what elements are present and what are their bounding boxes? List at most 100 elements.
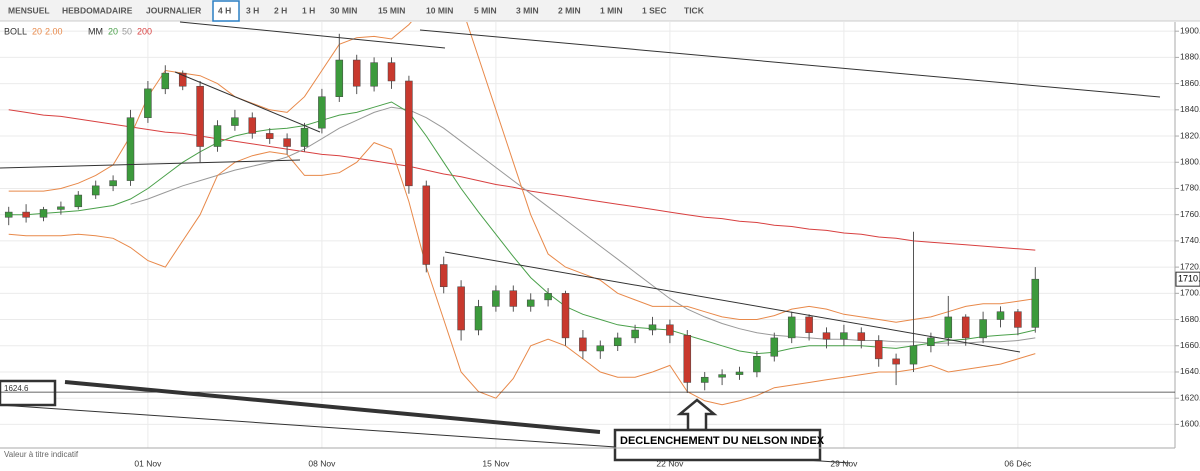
candle-body <box>126 117 135 181</box>
toolbar-button[interactable]: 1 SEC <box>642 5 667 15</box>
toolbar-button[interactable]: 30 MIN <box>330 5 357 15</box>
candle-body <box>474 306 483 331</box>
legend-param: 200 <box>137 26 152 36</box>
indicator-line <box>8 142 1036 406</box>
candles <box>4 33 1040 393</box>
toolbar-button[interactable]: 4 H <box>218 5 231 15</box>
candle-body <box>387 62 396 82</box>
toolbar-button[interactable]: 10 MIN <box>426 5 453 15</box>
toolbar <box>0 0 1200 21</box>
indicator-line <box>8 109 1036 251</box>
candle-body <box>109 180 117 187</box>
candle-body <box>666 324 674 336</box>
legend-param: 2.00 <box>45 26 63 36</box>
level-box <box>0 379 57 407</box>
candle-body <box>144 88 152 118</box>
candle-body <box>300 127 309 147</box>
candle-body <box>526 299 535 307</box>
toolbar-button[interactable]: 2 H <box>274 5 287 15</box>
candle-body <box>822 332 831 340</box>
y-tick-label: 1600.0 <box>1180 419 1200 429</box>
candle-body <box>74 194 83 208</box>
candle-body <box>91 185 100 196</box>
candle-body <box>231 117 239 126</box>
y-tick-label: 1720.0 <box>1180 261 1200 271</box>
trend-lines <box>0 21 1161 464</box>
candle-body <box>422 185 431 265</box>
candle-body <box>265 133 274 139</box>
candle-body <box>787 316 796 339</box>
x-tick-label: 06 Déc <box>1004 458 1032 468</box>
arrow <box>676 398 718 432</box>
last-price: 1710.8 <box>1178 274 1200 284</box>
candle-body <box>700 376 709 383</box>
toolbar-button[interactable]: JOURNALIER <box>146 5 201 15</box>
y-tick-label: 1760.0 <box>1180 209 1200 219</box>
candle-body <box>753 355 761 373</box>
candle-body <box>996 311 1005 320</box>
candle-body <box>561 293 570 339</box>
legend-mm: MM <box>88 26 103 36</box>
candle-body <box>335 59 344 97</box>
y-tick-label: 1680.0 <box>1180 314 1200 324</box>
indicator-line <box>130 106 1036 344</box>
candle-body <box>683 335 692 383</box>
indicators <box>8 22 1036 406</box>
y-tick-label: 1880.0 <box>1180 52 1200 62</box>
candle-body <box>718 374 726 378</box>
toolbar-button[interactable]: MENSUEL <box>8 5 50 15</box>
toolbar-button[interactable]: 2 MIN <box>558 5 581 15</box>
x-tick-label: 08 Nov <box>308 458 336 468</box>
candle-body <box>805 316 813 333</box>
candle-body <box>283 138 291 147</box>
candle-body <box>735 371 744 375</box>
y-tick-label: 1740.0 <box>1180 235 1200 245</box>
indicator-line <box>8 101 1036 355</box>
y-tick-label: 1820.0 <box>1180 130 1200 140</box>
candle-body <box>961 316 970 339</box>
level-label: 1624.6 <box>4 384 29 393</box>
active-button[interactable] <box>212 0 240 22</box>
y-tick-label: 1860.0 <box>1180 78 1200 88</box>
toolbar-button[interactable]: 15 MIN <box>378 5 405 15</box>
toolbar-button[interactable]: HEBDOMADAIRE <box>62 5 133 15</box>
last-price-box <box>1175 271 1200 287</box>
trend-line <box>64 380 601 434</box>
candle-body <box>1014 311 1022 328</box>
x-tick-label: 29 Nov <box>830 458 858 468</box>
candle-body <box>196 85 204 147</box>
candle-body <box>4 211 13 218</box>
candle-body <box>457 286 465 331</box>
annotation-box <box>613 428 822 462</box>
candle-body <box>439 264 448 288</box>
x-tick-label: 22 Nov <box>656 458 684 468</box>
candle-body <box>944 316 953 339</box>
candle-body <box>579 337 587 352</box>
candle-body <box>857 332 866 341</box>
candle-body <box>544 293 552 301</box>
y-tick-label: 1700.0 <box>1180 288 1200 298</box>
toolbar-button[interactable]: TICK <box>684 5 705 15</box>
toolbar-button[interactable]: 1 H <box>302 5 315 15</box>
annotation: DECLENCHEMENT DU NELSON INDEX <box>620 435 825 447</box>
candle-body <box>613 337 622 347</box>
candle-body <box>22 211 30 218</box>
trend-line <box>444 251 1021 353</box>
note: Valeur à titre indicatif <box>4 450 79 459</box>
trend-line <box>0 159 301 169</box>
candle-body <box>509 290 518 307</box>
trend-line <box>419 29 1161 98</box>
toolbar-button[interactable]: 5 MIN <box>474 5 497 15</box>
candle-body <box>596 345 605 352</box>
candle-body <box>874 340 883 360</box>
toolbar-button[interactable]: 3 H <box>246 5 259 15</box>
candle-body <box>248 117 257 134</box>
x-tick-label: 01 Nov <box>134 458 162 468</box>
candle-body <box>57 206 65 210</box>
legend-boll: BOLL <box>4 26 27 36</box>
candle-body <box>1031 278 1040 328</box>
toolbar-button[interactable]: 1 MIN <box>600 5 623 15</box>
candle-body <box>39 209 48 218</box>
toolbar-button[interactable]: 3 MIN <box>516 5 539 15</box>
